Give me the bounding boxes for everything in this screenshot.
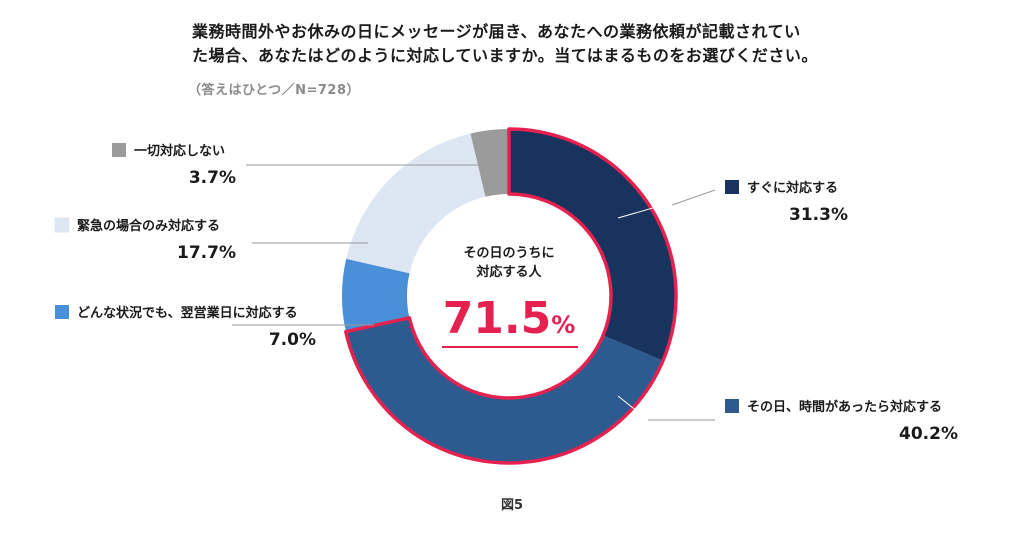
legend-swatch-2 bbox=[725, 399, 739, 413]
legend-value-1: 31.3% bbox=[789, 205, 848, 225]
legend-swatch-4 bbox=[54, 217, 70, 233]
title-line-1: 業務時間外やお休みの日にメッセージが届き、あなたへの業務依頼が記載されてい bbox=[192, 22, 801, 41]
response-note: （答えはひとつ／N=728） bbox=[188, 83, 360, 98]
donut-slice-5 bbox=[470, 129, 509, 197]
legend-value-4: 17.7% bbox=[177, 243, 236, 263]
donut-slice-4 bbox=[346, 133, 486, 274]
figure-caption: 図5 bbox=[500, 498, 524, 513]
center-value-number: 71.5 bbox=[443, 293, 552, 344]
center-label-line-1: その日のうちに bbox=[463, 246, 554, 261]
legend-swatch-5 bbox=[112, 143, 126, 157]
legend-label-1: すぐに対応する bbox=[747, 180, 838, 196]
legend-label-5: 一切対応しない bbox=[134, 143, 225, 159]
highlight-outline bbox=[344, 127, 678, 465]
legend-labels: すぐに対応する 31.3% その日、時間があったら対応する 40.2% どんな状況でも、… bbox=[54, 143, 958, 444]
chart-title: 業務時間外やお休みの日にメッセージが届き、あなたへの業務依頼が記載されてい た場… bbox=[192, 20, 892, 68]
center-value-unit: % bbox=[551, 311, 575, 339]
legend-swatch-1 bbox=[725, 180, 739, 194]
leader-lines bbox=[232, 164, 716, 421]
leader-line-1 bbox=[617, 189, 716, 219]
leader-line-outer-1 bbox=[671, 189, 716, 206]
legend-label-3: どんな状況でも、翌営業日に対応する bbox=[77, 305, 298, 321]
center-label-line-2: 対応する人 bbox=[475, 264, 542, 280]
legend-swatch-3 bbox=[55, 305, 69, 319]
legend-value-3: 7.0% bbox=[269, 330, 316, 350]
donut-slice-3 bbox=[341, 258, 410, 332]
legend-value-2: 40.2% bbox=[899, 424, 958, 444]
center-value: 71.5% bbox=[443, 293, 576, 344]
legend-label-4: 緊急の場合のみ対応する bbox=[77, 218, 220, 234]
title-line-2: た場合、あなたはどのように対応していますか。当てはまるものをお選びください。 bbox=[192, 46, 818, 65]
legend-value-5: 3.7% bbox=[189, 168, 236, 188]
legend-label-2: その日、時間があったら対応する bbox=[747, 399, 942, 415]
